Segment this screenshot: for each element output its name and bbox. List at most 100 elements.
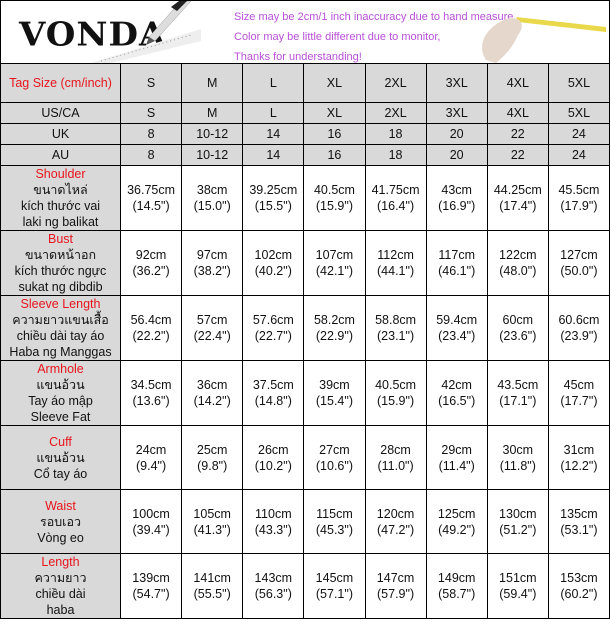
size-cell: 3XL bbox=[425, 102, 488, 124]
measurement-cell: 102cm (40.2") bbox=[242, 230, 305, 296]
cm-value: 151cm bbox=[499, 571, 537, 585]
cm-value: 130cm bbox=[499, 506, 537, 521]
translation: ความยาวแขนเสื้อ bbox=[12, 313, 109, 327]
measurement-cell: 39cm (15.4") bbox=[303, 360, 366, 426]
size-cell: M bbox=[181, 63, 244, 103]
measurement-cell: 97cm (38.2") bbox=[181, 230, 244, 296]
inch-value: (15.9") bbox=[377, 394, 415, 408]
inch-value: (14.2") bbox=[193, 394, 231, 408]
measurement-cell: 100cm (39.4") bbox=[119, 489, 183, 554]
size-cell: 16 bbox=[303, 144, 366, 166]
size-cell: 10-12 bbox=[181, 123, 244, 145]
measurement-cell: 37.5cm (14.8") bbox=[242, 360, 305, 426]
size-cell: 14 bbox=[242, 123, 305, 145]
note-line: Thanks for understanding! bbox=[234, 51, 362, 63]
size-cell: 22 bbox=[486, 123, 549, 145]
size-cell: 5XL bbox=[547, 63, 610, 103]
inch-value: (60.2") bbox=[560, 587, 598, 601]
cm-value: 102cm bbox=[254, 248, 293, 262]
cm-value: 39.25cm bbox=[249, 183, 298, 197]
size-cell: XL bbox=[303, 102, 366, 124]
inch-value: (39.4") bbox=[132, 522, 170, 537]
measurement-cell: 31cm (12.2") bbox=[547, 425, 610, 490]
cm-value: 100cm bbox=[132, 506, 170, 521]
inch-value: (45.3") bbox=[315, 522, 353, 537]
cm-value: 143cm bbox=[254, 571, 293, 585]
cm-value: 40.5cm bbox=[375, 378, 417, 392]
translation: รอบเอว bbox=[40, 514, 81, 529]
row-label: UK bbox=[0, 123, 121, 145]
size-cell: 8 bbox=[119, 144, 183, 166]
cm-value: 31cm bbox=[563, 442, 595, 457]
measurement-cell: 58.2cm (22.9") bbox=[303, 295, 366, 361]
measurement-cell: 24cm (9.4") bbox=[119, 425, 183, 490]
inch-value: (53.1") bbox=[560, 522, 598, 537]
size-cell: 22 bbox=[486, 144, 549, 166]
inch-value: (50.0") bbox=[560, 264, 598, 278]
inch-value: (22.2") bbox=[132, 329, 170, 343]
measurement-cell: 40.5cm (15.9") bbox=[364, 360, 427, 426]
measurement-cell: 36cm (14.2") bbox=[181, 360, 244, 426]
size-cell: 10-12 bbox=[181, 144, 244, 166]
translation: ความยาว bbox=[34, 571, 87, 585]
inch-value: (56.3") bbox=[254, 587, 292, 601]
inch-value: (16.5") bbox=[438, 394, 476, 408]
measurement-cell: 41.75cm (16.4") bbox=[364, 165, 427, 231]
measurement-label: Sleeve Length ความยาวแขนเสื้อ chiều dài ta… bbox=[0, 295, 121, 361]
inch-value: (51.2") bbox=[499, 522, 537, 537]
inch-value: (43.3") bbox=[254, 522, 292, 537]
inch-value: (59.4") bbox=[499, 587, 537, 601]
measurement-name: Armhole bbox=[37, 362, 84, 376]
measurement-name: Sleeve Length bbox=[20, 297, 101, 311]
measurement-cell: 147cm (57.9") bbox=[364, 553, 427, 619]
measurement-cell: 115cm (45.3") bbox=[303, 489, 366, 554]
measurement-row: Armhole แขนอ้วน Tay áo mập Sleeve Fat 34.5cm… bbox=[0, 360, 610, 426]
cm-value: 27cm bbox=[319, 442, 350, 457]
cm-value: 57.6cm bbox=[252, 313, 294, 327]
inch-value: (10.6") bbox=[315, 458, 353, 473]
size-cell: 18 bbox=[364, 123, 427, 145]
inch-value: (23.1") bbox=[377, 329, 415, 343]
size-cell: S bbox=[119, 63, 183, 103]
inch-value: (11.0") bbox=[377, 458, 414, 473]
measurement-cell: 30cm (11.8") bbox=[486, 425, 549, 490]
cm-value: 107cm bbox=[315, 248, 354, 262]
inch-value: (15.9") bbox=[315, 199, 353, 213]
cm-value: 60cm bbox=[502, 313, 534, 327]
measurement-cell: 44.25cm (17.4") bbox=[486, 165, 549, 231]
measurement-cell: 57cm (22.4") bbox=[181, 295, 244, 361]
row-label: AU bbox=[0, 144, 121, 166]
cm-value: 141cm bbox=[193, 571, 231, 585]
measurement-row: Waist รอบเอว Vòng eo 100cm (39.4") 105cm (41.3… bbox=[0, 489, 610, 554]
cm-value: 112cm bbox=[377, 248, 414, 262]
hand-tape-measure-image bbox=[482, 17, 606, 63]
measurement-cell: 135cm (53.1") bbox=[547, 489, 610, 554]
measurement-cell: 105cm (41.3") bbox=[181, 489, 244, 554]
measurement-cell: 60cm (23.6") bbox=[486, 295, 549, 361]
translation: haba bbox=[46, 603, 75, 617]
measurement-cell: 38cm (15.0") bbox=[181, 165, 244, 231]
size-cell: 18 bbox=[364, 144, 427, 166]
inch-value: (55.5") bbox=[193, 587, 231, 601]
measurement-cell: 107cm (42.1") bbox=[303, 230, 366, 296]
inch-value: (11.8") bbox=[499, 458, 536, 473]
inch-value: (38.2") bbox=[193, 264, 231, 278]
translation: chiều dài bbox=[35, 587, 86, 601]
note-line: Color may be little different due to mon… bbox=[234, 31, 441, 43]
cm-value: 58.8cm bbox=[375, 313, 417, 327]
cm-value: 38cm bbox=[196, 183, 228, 197]
translation: laki ng balikat bbox=[22, 215, 99, 229]
inch-value: (17.1") bbox=[499, 394, 537, 408]
measurement-cell: 40.5cm (15.9") bbox=[303, 165, 366, 231]
measurement-row: Cuff แขนอ้วน Cổ tay áo 24cm (9.4") 25cm (9.8")… bbox=[0, 425, 610, 490]
cm-value: 36.75cm bbox=[127, 183, 176, 197]
inch-value: (47.2") bbox=[377, 522, 415, 537]
translation: Sleeve Fat bbox=[30, 410, 91, 424]
measurement-cell: 110cm (43.3") bbox=[242, 489, 305, 554]
measurement-cell: 36.75cm (14.5") bbox=[119, 165, 183, 231]
measurement-cell: 130cm (51.2") bbox=[486, 489, 549, 554]
inch-value: (36.2") bbox=[132, 264, 170, 278]
cm-value: 125cm bbox=[437, 506, 476, 521]
size-cell: 2XL bbox=[364, 63, 427, 103]
measurement-cell: 59.4cm (23.4") bbox=[425, 295, 488, 361]
